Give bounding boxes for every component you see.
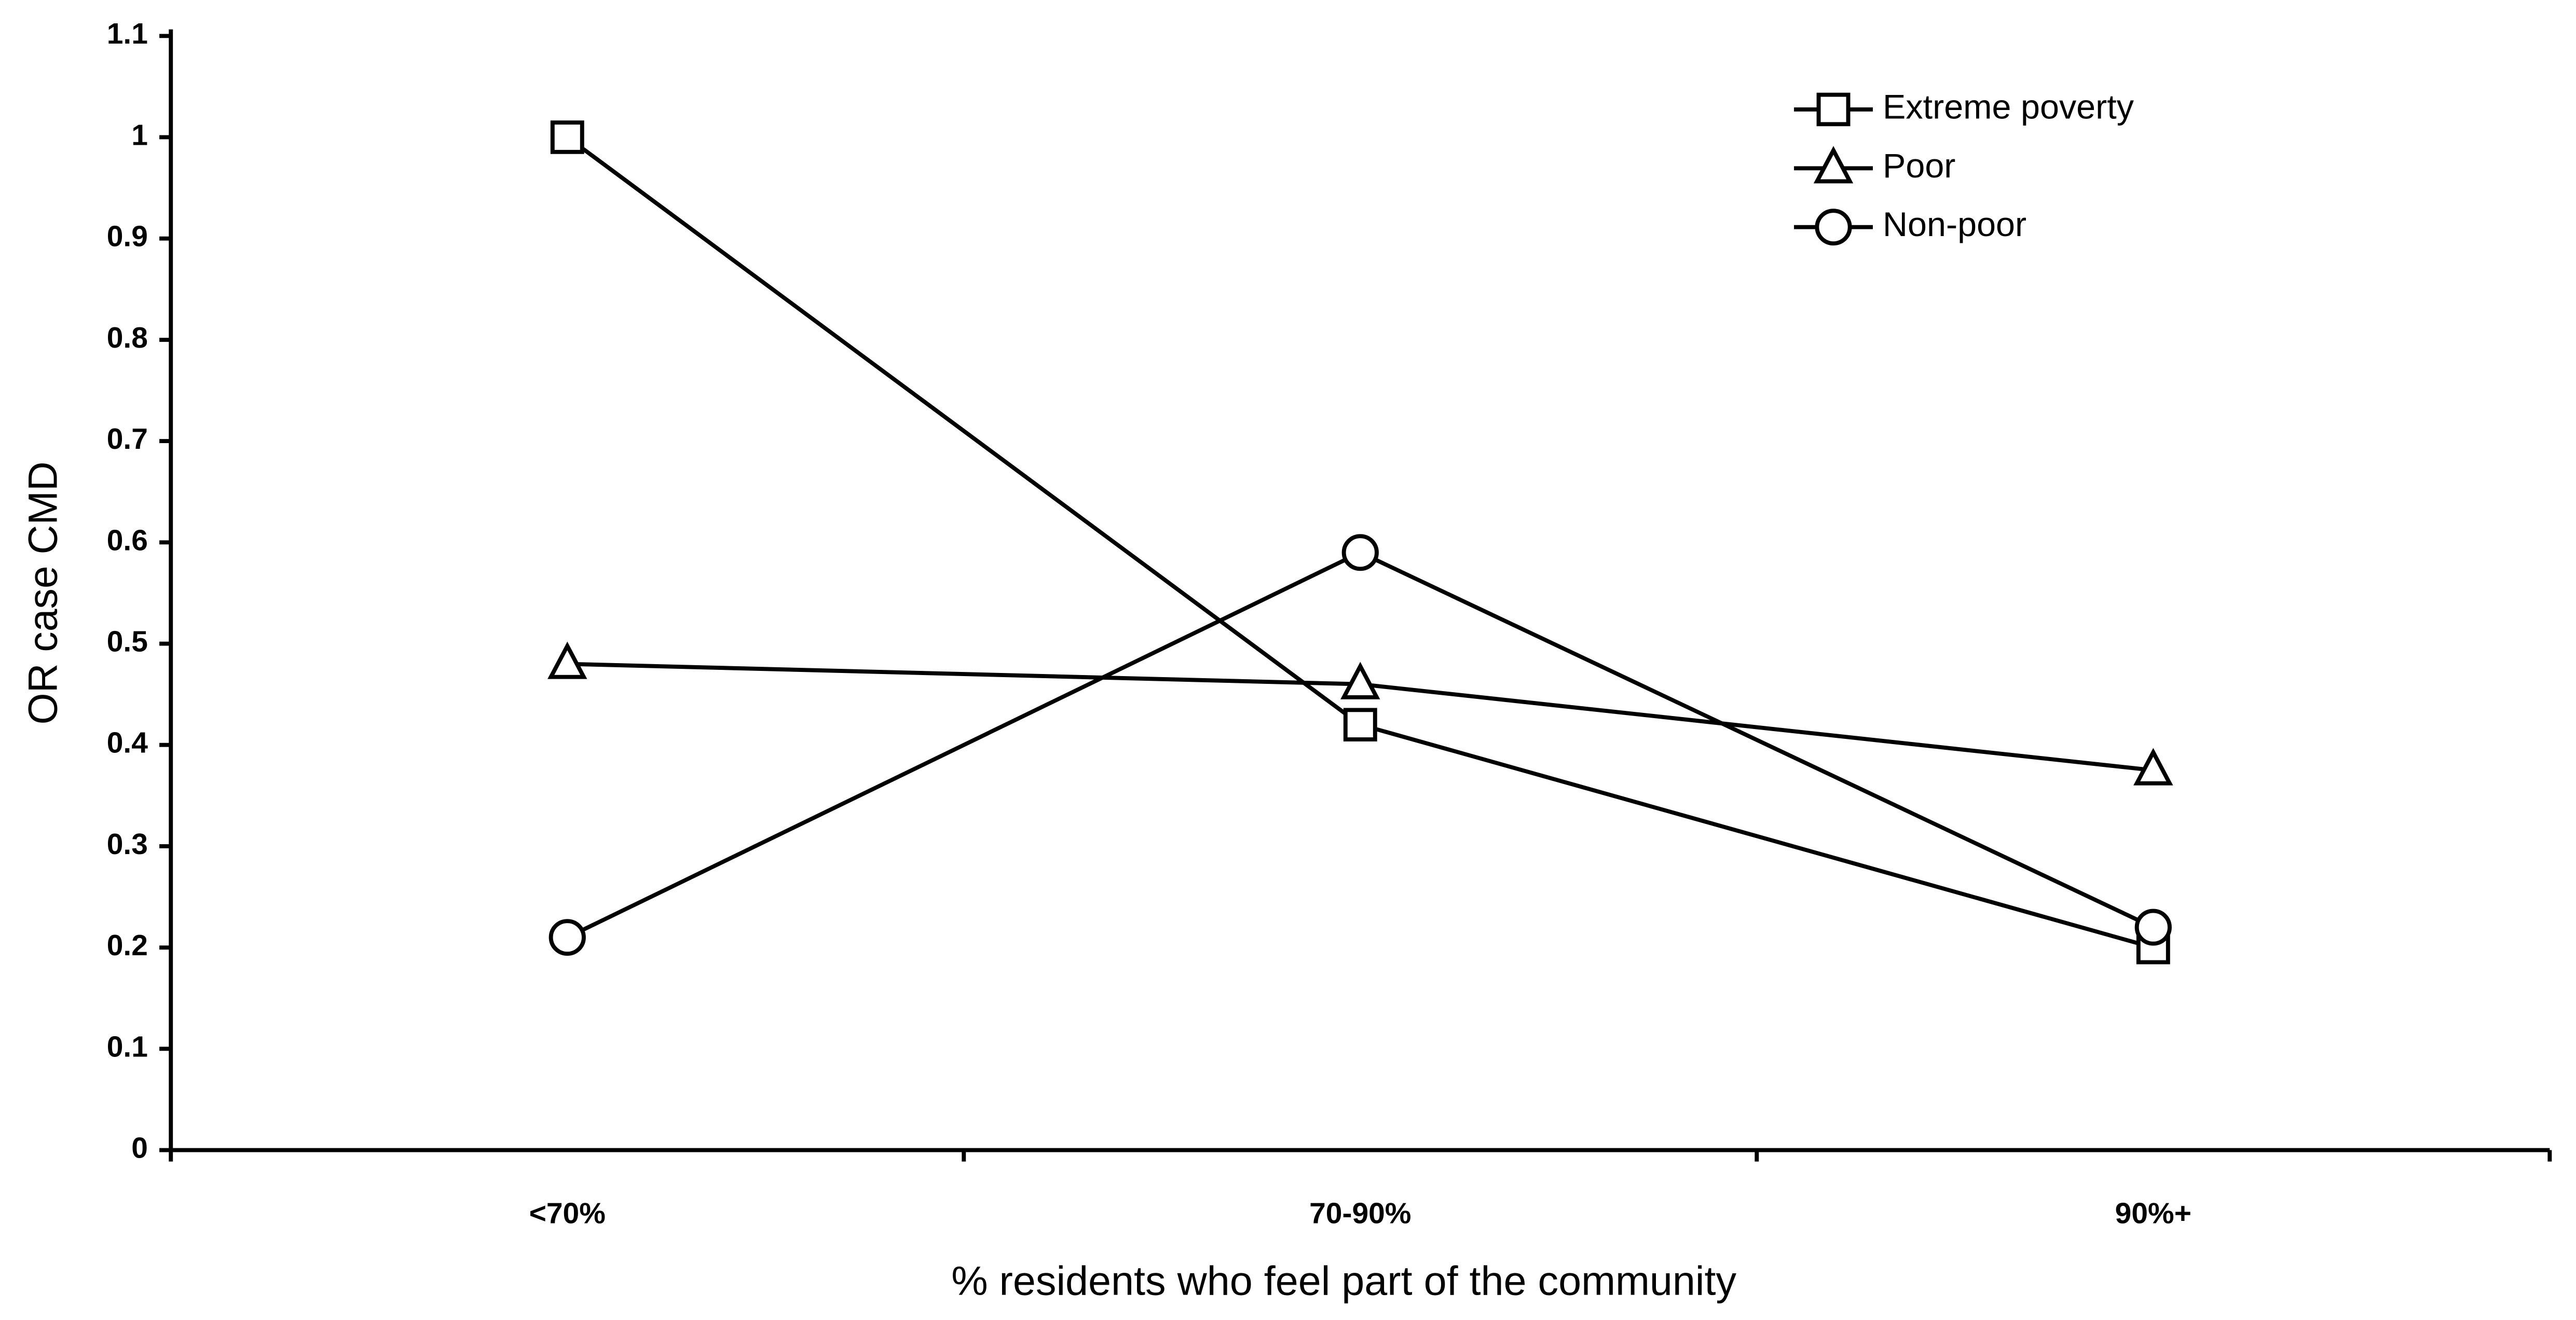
marker-triangle: [547, 641, 587, 679]
x-tick-label: <70%: [529, 1198, 606, 1230]
marker-circle: [549, 919, 586, 956]
marker-triangle: [1813, 146, 1854, 184]
y-tick-label: 1.1: [107, 18, 148, 50]
y-tick-label: 0.4: [107, 727, 148, 760]
y-tick-label: 0.7: [107, 423, 148, 456]
y-tick-label: 0: [131, 1132, 148, 1165]
y-tick-label: 0.9: [107, 221, 148, 253]
y-tick-label: 0.8: [107, 322, 148, 354]
x-axis-label: % residents who feel part of the communi…: [951, 1258, 1736, 1304]
legend-label: Non-poor: [1883, 205, 2026, 244]
marker-square: [550, 120, 584, 154]
marker-triangle: [2133, 748, 2173, 786]
x-tick-label: 70-90%: [1309, 1198, 1411, 1230]
y-tick-label: 0.1: [107, 1030, 148, 1063]
y-tick-label: 0.2: [107, 929, 148, 962]
marker-circle: [1815, 209, 1852, 246]
marker-triangle: [1340, 662, 1380, 699]
marker-circle: [1341, 534, 1379, 571]
y-axis-label: OR case CMD: [20, 461, 65, 724]
marker-circle: [2134, 909, 2172, 946]
y-tick-label: 0.5: [107, 626, 148, 658]
marker-square: [1343, 708, 1377, 741]
y-tick-label: 0.6: [107, 524, 148, 557]
x-tick-label: 90%+: [2115, 1198, 2191, 1230]
legend-label: Extreme poverty: [1883, 88, 2134, 127]
y-tick-label: 0.3: [107, 828, 148, 861]
legend-label: Poor: [1883, 147, 1955, 185]
marker-square: [1816, 92, 1851, 127]
y-tick-label: 1: [131, 119, 148, 152]
